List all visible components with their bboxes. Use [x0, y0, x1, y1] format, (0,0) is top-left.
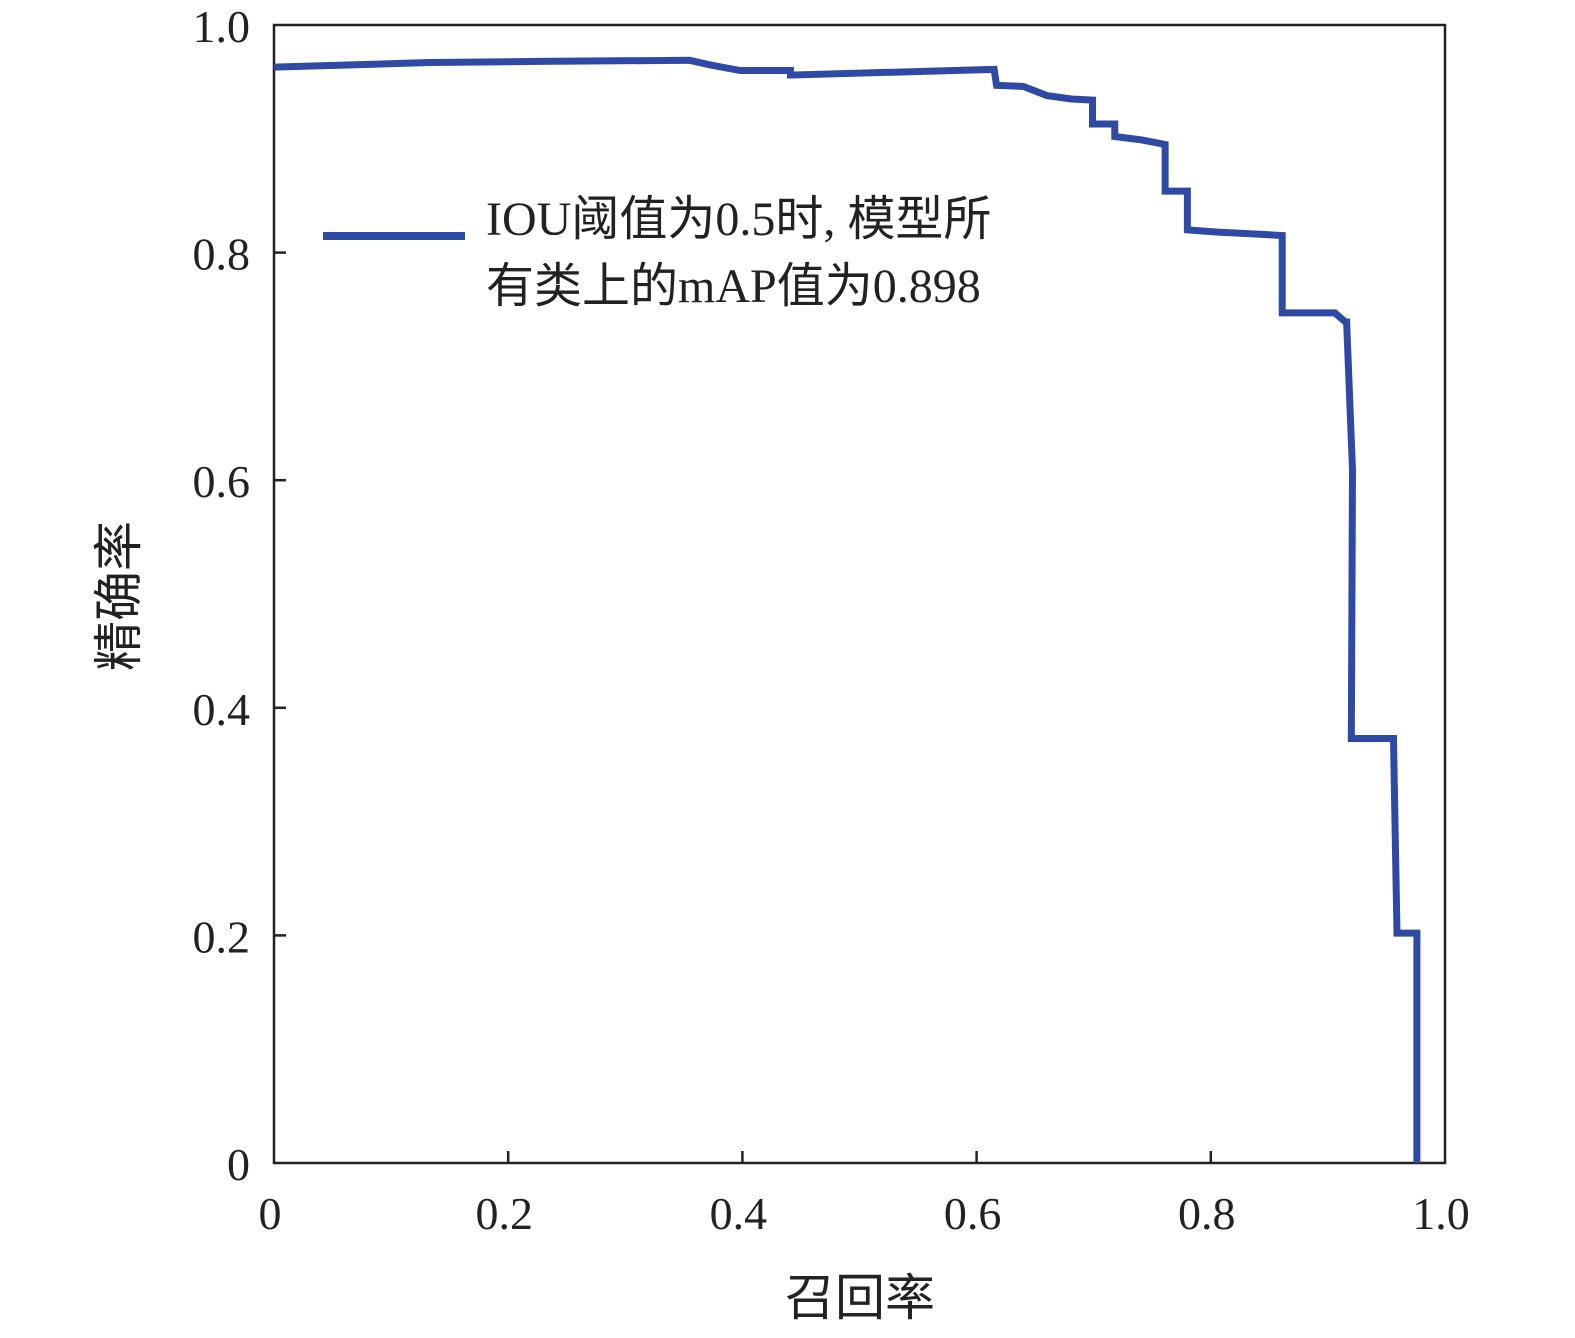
x-axis-label: 召回率 — [785, 1270, 935, 1326]
x-tick-label: 0.8 — [1178, 1188, 1236, 1239]
plot-frame — [272, 23, 1447, 1165]
y-tick-label: 0.6 — [193, 456, 251, 507]
x-tick-label: 0 — [259, 1188, 282, 1239]
series-line — [273, 56, 1421, 1163]
x-tick-label: 0.6 — [944, 1188, 1002, 1239]
x-tick-label: 1.0 — [1412, 1188, 1470, 1239]
legend-line-2: 有类上的mAP值为0.898 — [486, 260, 981, 313]
legend-line-1: IOU阈值为0.5时, 模型所 — [486, 193, 991, 246]
y-tick-label: 0.2 — [193, 911, 251, 962]
y-tick-label: 0.4 — [193, 684, 251, 735]
y-tick-label: 0.8 — [193, 229, 251, 280]
y-tick-label: 1.0 — [193, 1, 251, 52]
x-tick-label: 0.4 — [710, 1188, 768, 1239]
x-tick-label: 0.2 — [475, 1188, 533, 1239]
y-tick-label: 0 — [227, 1139, 250, 1190]
y-axis-label: 精确率 — [91, 521, 147, 671]
legend: IOU阈值为0.5时, 模型所 有类上的mAP值为0.898 — [323, 193, 991, 313]
